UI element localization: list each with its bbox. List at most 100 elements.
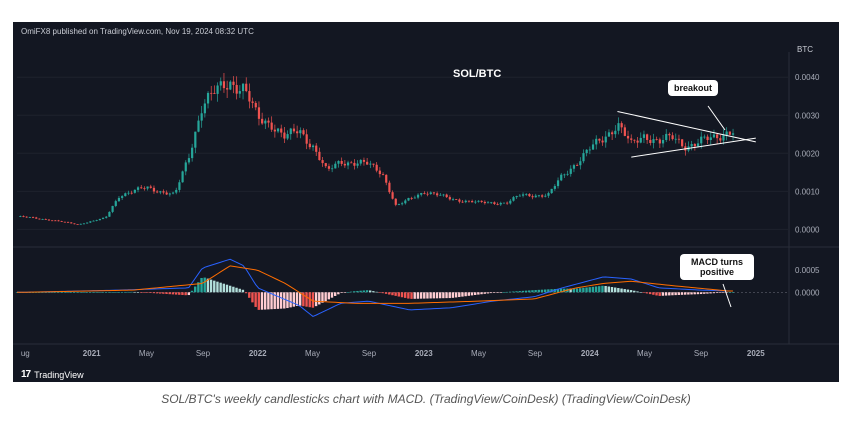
macd-histogram-bar (693, 292, 696, 295)
candle-body (133, 189, 136, 193)
candle-body (553, 186, 556, 189)
candle-body (716, 134, 719, 139)
macd-histogram-bar (658, 292, 661, 296)
candle-body (413, 197, 416, 199)
macd-histogram-bar (139, 292, 143, 293)
macd-histogram-bar (419, 292, 423, 299)
candle-body (331, 168, 334, 170)
candle-body (229, 81, 232, 90)
candle-body (70, 222, 73, 224)
macd-histogram-bar (429, 292, 432, 299)
macd-histogram-bar (63, 292, 66, 293)
candle-body (261, 118, 264, 124)
candle-body (630, 138, 633, 140)
candle-body (445, 194, 448, 198)
macd-histogram-bar (292, 292, 296, 307)
candle-body (54, 220, 57, 222)
macd-histogram-bar (193, 286, 197, 293)
candle-body (410, 197, 413, 199)
candle-body (47, 219, 51, 221)
macd-histogram-bar (381, 292, 385, 294)
candle-body (547, 193, 550, 196)
candle-body (127, 192, 130, 194)
macd-histogram-bar (445, 292, 448, 299)
candle-body (381, 174, 385, 175)
candle-body (401, 203, 404, 205)
macd-histogram-bar (318, 292, 321, 305)
macd-histogram-bar (60, 292, 63, 293)
macd-histogram-bar (467, 292, 471, 296)
candle-body (19, 216, 22, 217)
time-tick-label: 2021 (83, 349, 101, 358)
macd-histogram-bar (613, 287, 617, 293)
macd-histogram-bar (668, 292, 671, 296)
candle-body (175, 189, 178, 193)
candle-body (82, 223, 86, 225)
candle-body (308, 143, 311, 148)
macd-histogram-bar (206, 278, 210, 293)
candle-body (693, 144, 696, 147)
candle-body (512, 197, 515, 201)
tradingview-brand[interactable]: 17 TradingView (21, 369, 84, 380)
macd-histogram-bar (416, 292, 420, 299)
macd-histogram-bar (499, 292, 502, 293)
candle-body (556, 180, 560, 187)
candle-body (356, 163, 359, 166)
candle-body (633, 139, 636, 141)
macd-histogram-bar (324, 292, 327, 302)
candle-body (595, 138, 598, 145)
macd-histogram-bar (639, 292, 642, 293)
macd-histogram-bar (321, 292, 324, 303)
macd-histogram-bar (652, 292, 655, 295)
macd-histogram-bar (617, 288, 620, 293)
candle-body (585, 149, 588, 154)
candle-body (235, 84, 238, 94)
macd-histogram-bar (203, 277, 206, 293)
macd-histogram-bar (200, 277, 203, 293)
candle-body (490, 202, 493, 204)
candle-body (541, 195, 544, 197)
symbol-title: SOL/BTC (453, 68, 502, 80)
macd-histogram-bar (448, 292, 451, 299)
candle-body (248, 91, 251, 102)
candle-body (560, 174, 563, 181)
candle-body (181, 171, 184, 183)
candle-body (372, 163, 375, 165)
candle-body (28, 217, 31, 218)
macd-histogram-bar (178, 292, 181, 295)
candle-body (385, 174, 388, 183)
macd-histogram-bar (149, 292, 152, 293)
candle-body (86, 222, 89, 224)
macd-histogram-bar (34, 292, 38, 293)
candle-body (162, 191, 165, 193)
macd-histogram-bar (642, 292, 646, 293)
candle-body (617, 123, 620, 131)
candle-body (591, 144, 595, 150)
candle-body (353, 162, 356, 166)
candle-body (216, 85, 219, 94)
macd-histogram-bar (486, 292, 490, 294)
candle-body (136, 187, 140, 190)
candle-body (197, 120, 200, 132)
candle-body (149, 186, 152, 188)
candle-body (254, 102, 257, 108)
macd-histogram-bar (388, 292, 391, 295)
macd-histogram-bar (251, 292, 254, 303)
chart-canvas: 0.0000 0.0010 0.0020 0.0030 0.0040 0.0000 0.00… (13, 52, 839, 358)
macd-histogram-bar (518, 291, 521, 293)
macd-histogram-bar (108, 292, 111, 293)
candle-body (171, 192, 175, 194)
macd-histogram-bar (384, 292, 388, 294)
candle-body (420, 193, 423, 195)
macd-histogram-bar (346, 292, 350, 293)
candle-body (502, 202, 506, 204)
candle-body (480, 200, 483, 202)
macd-histogram-bar (127, 291, 130, 293)
macd-histogram-bar (601, 285, 604, 293)
candle-body (493, 202, 496, 204)
macd-histogram-bar (311, 292, 315, 308)
candle-body (604, 136, 607, 143)
candle-body (283, 132, 286, 139)
candle-body (203, 103, 206, 114)
macd-histogram-bar (327, 292, 331, 300)
